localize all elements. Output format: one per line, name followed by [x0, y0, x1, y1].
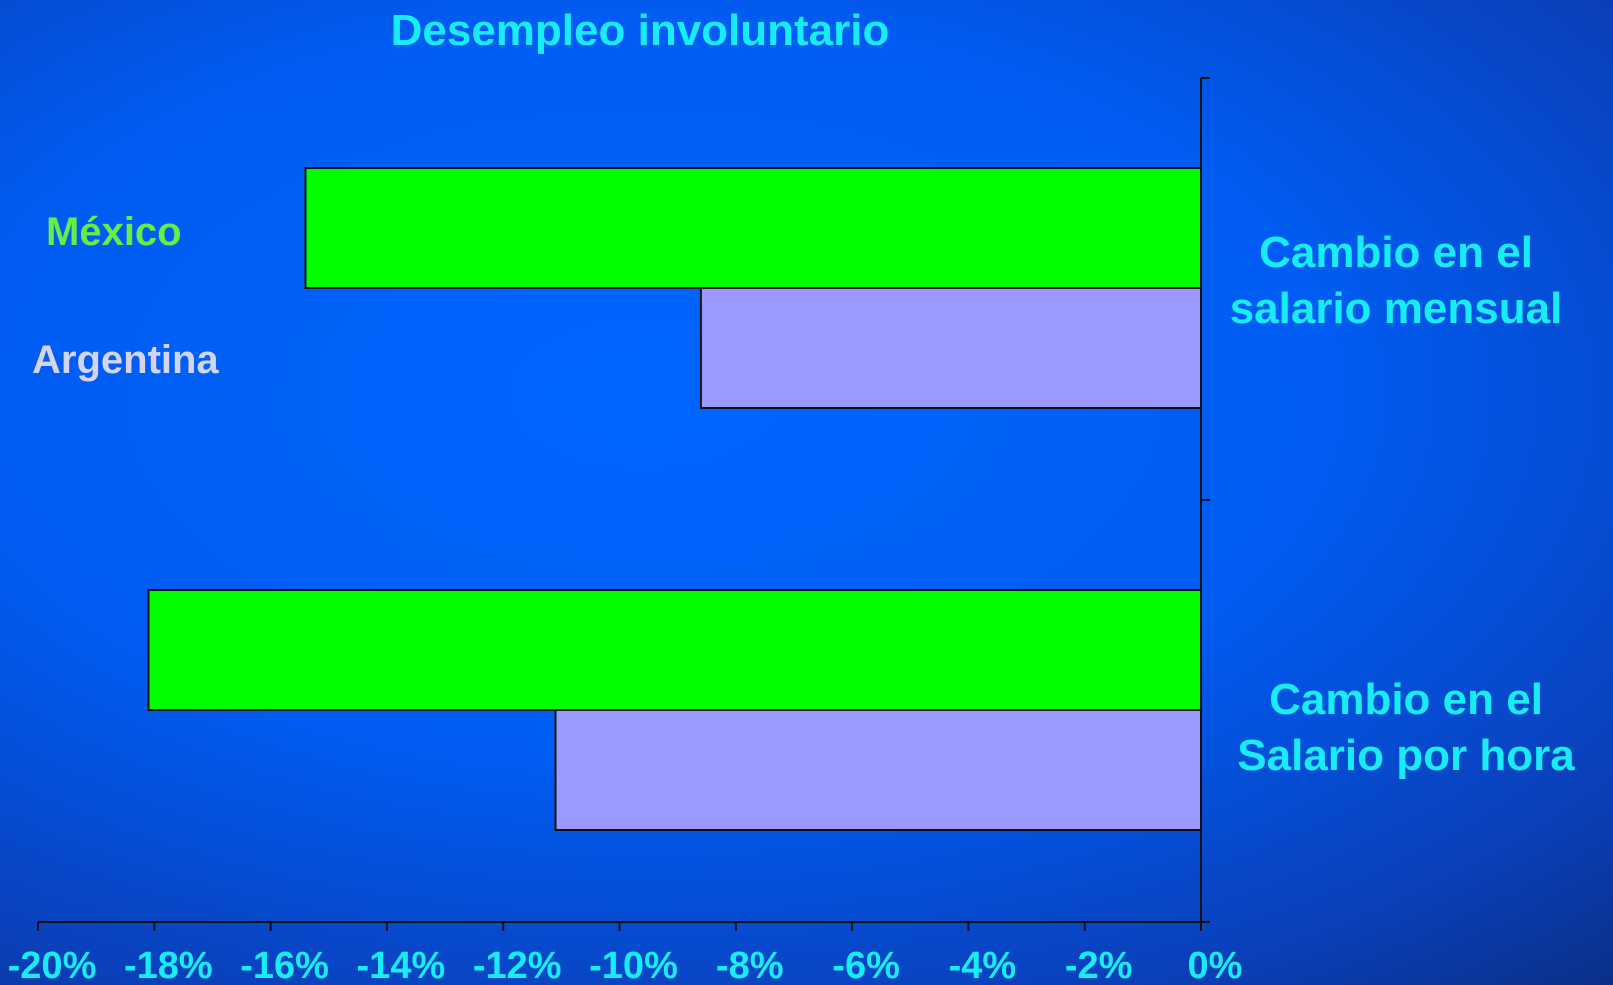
x-tick-label: -4%: [949, 945, 1017, 985]
x-tick-label: 0%: [1188, 945, 1243, 985]
x-tick-label: -8%: [716, 945, 784, 985]
x-tick-label: -10%: [589, 945, 678, 985]
x-tick-label: -16%: [240, 945, 329, 985]
bar-argentina-1: [701, 288, 1201, 408]
x-tick-label: -14%: [357, 945, 446, 985]
bar-mexico-1: [305, 168, 1201, 288]
bar-mexico-2: [148, 590, 1201, 710]
x-tick-label: -6%: [832, 945, 900, 985]
x-tick-label: -12%: [473, 945, 562, 985]
x-tick-label: -20%: [8, 945, 97, 985]
bar-argentina-2: [556, 710, 1201, 830]
x-tick-label: -18%: [124, 945, 213, 985]
x-tick-label: -2%: [1065, 945, 1133, 985]
